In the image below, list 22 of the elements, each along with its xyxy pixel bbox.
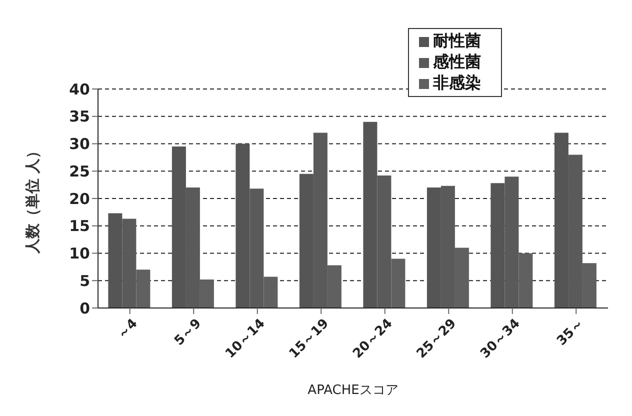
y-tick-label: 25 xyxy=(69,162,90,180)
legend-label: 感性菌 xyxy=(433,52,481,71)
y-tick-label: 0 xyxy=(80,299,90,318)
x-tick-label: 30～34 xyxy=(478,316,524,362)
x-tick-label: 15～19 xyxy=(286,316,332,362)
legend-label: 非感染 xyxy=(433,73,481,92)
x-tick-label: ～4 xyxy=(114,316,141,342)
y-tick-label: 35 xyxy=(69,108,90,126)
x-axis-title: APACHEスコア xyxy=(308,383,398,398)
y-tick-label: 5 xyxy=(80,272,90,290)
y-tick-label: 40 xyxy=(69,80,90,98)
x-tick-label: 5～9 xyxy=(172,316,204,349)
y-tick-label: 30 xyxy=(69,135,90,154)
x-tick-label: 20～24 xyxy=(350,316,396,362)
y-tick-label: 15 xyxy=(69,217,90,236)
x-tick-label: 35～ xyxy=(554,316,587,349)
x-tick-label: 10～14 xyxy=(222,316,268,362)
y-tick-label: 20 xyxy=(69,190,90,208)
y-tick-label: 10 xyxy=(69,244,90,263)
x-tick-label: 25～29 xyxy=(414,316,460,362)
y-axis-title: 人数（単位 人） xyxy=(23,143,42,255)
legend-label: 耐性菌 xyxy=(433,31,481,50)
